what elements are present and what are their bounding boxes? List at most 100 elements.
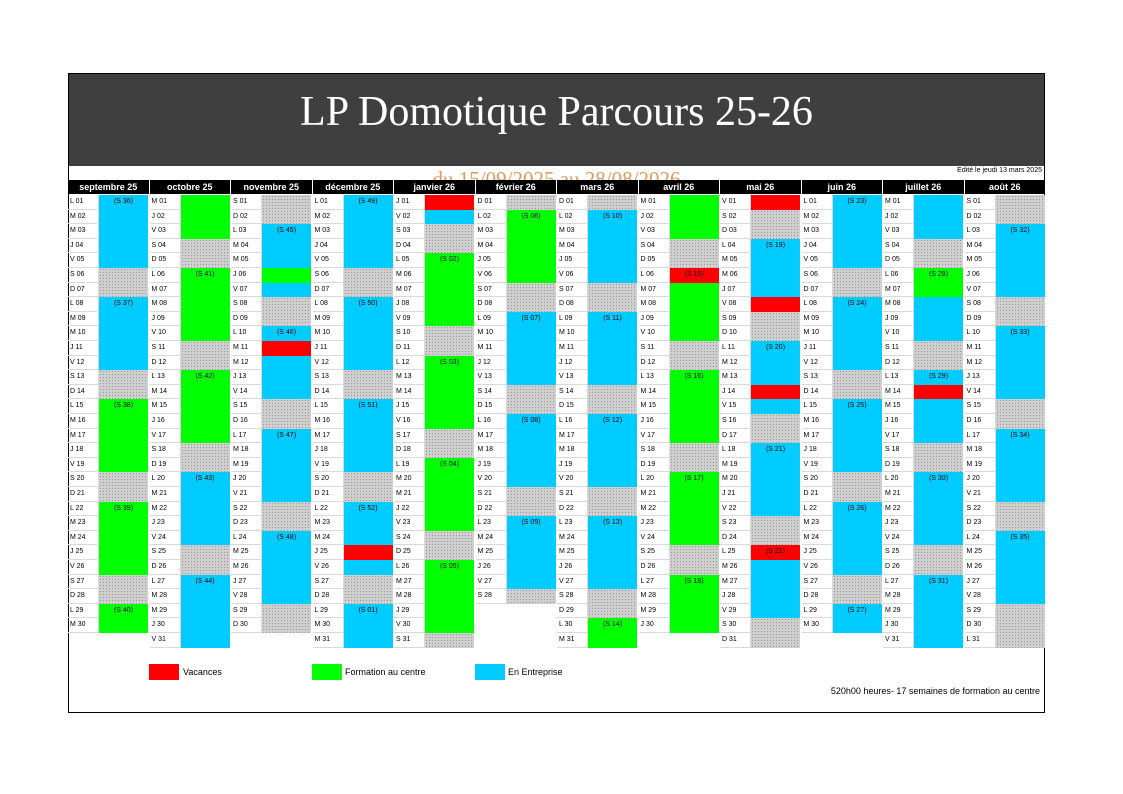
day-label: M 04: [964, 238, 996, 254]
day-label: D 29: [557, 603, 588, 619]
day-label: L 13: [883, 370, 914, 385]
day-label: M 17: [557, 428, 588, 444]
day-label: M 10: [801, 326, 833, 341]
day-label: V 22: [720, 501, 751, 517]
day-label: S 28: [557, 589, 588, 604]
period-block-grey: [995, 399, 1045, 429]
day-label: D 23: [231, 516, 262, 531]
day-label: M 05: [720, 253, 751, 268]
period-block-grey: [506, 487, 556, 517]
period-block-blue: [914, 399, 963, 444]
day-label: M 28: [149, 589, 181, 604]
day-label: M 22: [638, 501, 670, 517]
day-label: J 09: [883, 311, 914, 327]
day-label: L 02: [557, 209, 588, 225]
day-label: M 23: [312, 516, 344, 531]
period-block-blue: [588, 414, 637, 487]
day-label: S 13: [801, 370, 833, 385]
day-label: L 01: [68, 195, 99, 210]
day-label: M 10: [475, 326, 507, 341]
period-block-blue: [343, 195, 393, 268]
period-block-grey: [914, 545, 963, 575]
period-block-blue: [832, 603, 882, 633]
day-label: S 18: [638, 443, 670, 458]
day-label: D 05: [883, 253, 914, 268]
week-number: (S 01): [358, 606, 378, 614]
day-label: L 15: [312, 399, 344, 414]
period-block-grey: [669, 443, 719, 473]
day-label: V 17: [638, 428, 670, 444]
day-label: M 16: [68, 414, 99, 429]
day-label: J 19: [475, 457, 507, 473]
day-label: M 13: [394, 370, 425, 385]
day-label: M 14: [394, 384, 425, 400]
day-label: L 10: [231, 326, 262, 341]
period-block-grey: [343, 268, 393, 298]
day-label: S 04: [149, 238, 181, 254]
period-block-blue: [751, 238, 800, 298]
day-label: L 29: [68, 603, 99, 619]
period-block-grey: [995, 603, 1045, 648]
day-label: S 13: [68, 370, 99, 385]
day-label: S 27: [312, 574, 344, 590]
day-label: V 21: [231, 487, 262, 502]
week-number: (S 50): [358, 300, 378, 308]
day-label: M 16: [801, 414, 833, 429]
period-block-blue: [343, 399, 393, 473]
week-number: (S 18): [684, 577, 704, 585]
day-label: L 11: [720, 341, 751, 356]
day-label: M 03: [801, 224, 833, 239]
day-label: S 17: [394, 428, 425, 444]
day-label: M 30: [312, 618, 344, 633]
day-label: S 29: [231, 603, 262, 619]
day-label: M 03: [68, 224, 99, 239]
week-number: (S 21): [765, 446, 786, 454]
day-label: D 21: [801, 487, 833, 502]
week-number: (S 15): [684, 271, 704, 278]
day-label: S 14: [475, 384, 507, 400]
period-block-blue: [262, 428, 311, 502]
week-number: (S 33): [1010, 329, 1030, 337]
day-label: S 22: [231, 501, 262, 517]
day-label: J 04: [68, 238, 99, 254]
day-label: M 03: [312, 224, 344, 239]
day-label: S 04: [638, 238, 670, 254]
period-block-blue: [995, 326, 1045, 400]
period-block-grey: [588, 589, 637, 619]
day-label: M 26: [720, 560, 751, 575]
period-block-grey: [914, 443, 963, 473]
period-block-grey: [180, 545, 230, 575]
day-label: L 31: [964, 633, 996, 648]
period-block-blue: [995, 428, 1045, 502]
day-label: D 23: [964, 516, 996, 531]
day-label: L 02: [475, 209, 507, 225]
month-header: novembre 25: [231, 180, 312, 194]
day-label: V 20: [475, 472, 507, 487]
period-block-red: [751, 195, 800, 210]
period-block-blue: [506, 414, 556, 487]
day-label: L 06: [883, 268, 914, 283]
day-label: L 24: [231, 530, 262, 546]
week-number: (S 08): [521, 417, 541, 424]
period-block-green: [425, 457, 474, 531]
day-label: M 30: [68, 618, 99, 633]
period-block-grey: [588, 195, 637, 210]
week-number: (S 03): [439, 358, 460, 366]
period-block-grey: [669, 545, 719, 575]
day-label: M 21: [394, 487, 425, 502]
day-label: S 20: [68, 472, 99, 487]
day-label: S 15: [964, 399, 996, 414]
day-label: S 11: [883, 341, 914, 356]
period-block-grey: [751, 311, 800, 341]
day-label: D 09: [231, 311, 262, 327]
day-label: S 25: [883, 545, 914, 560]
day-label: L 23: [557, 516, 588, 531]
day-label: M 12: [964, 355, 996, 371]
day-label: L 24: [964, 530, 996, 546]
day-label: D 07: [312, 282, 344, 298]
day-label: D 05: [149, 253, 181, 268]
day-label: J 15: [394, 399, 425, 414]
day-label: M 11: [475, 341, 507, 356]
day-label: L 16: [557, 414, 588, 429]
period-block-blue: [914, 297, 963, 341]
